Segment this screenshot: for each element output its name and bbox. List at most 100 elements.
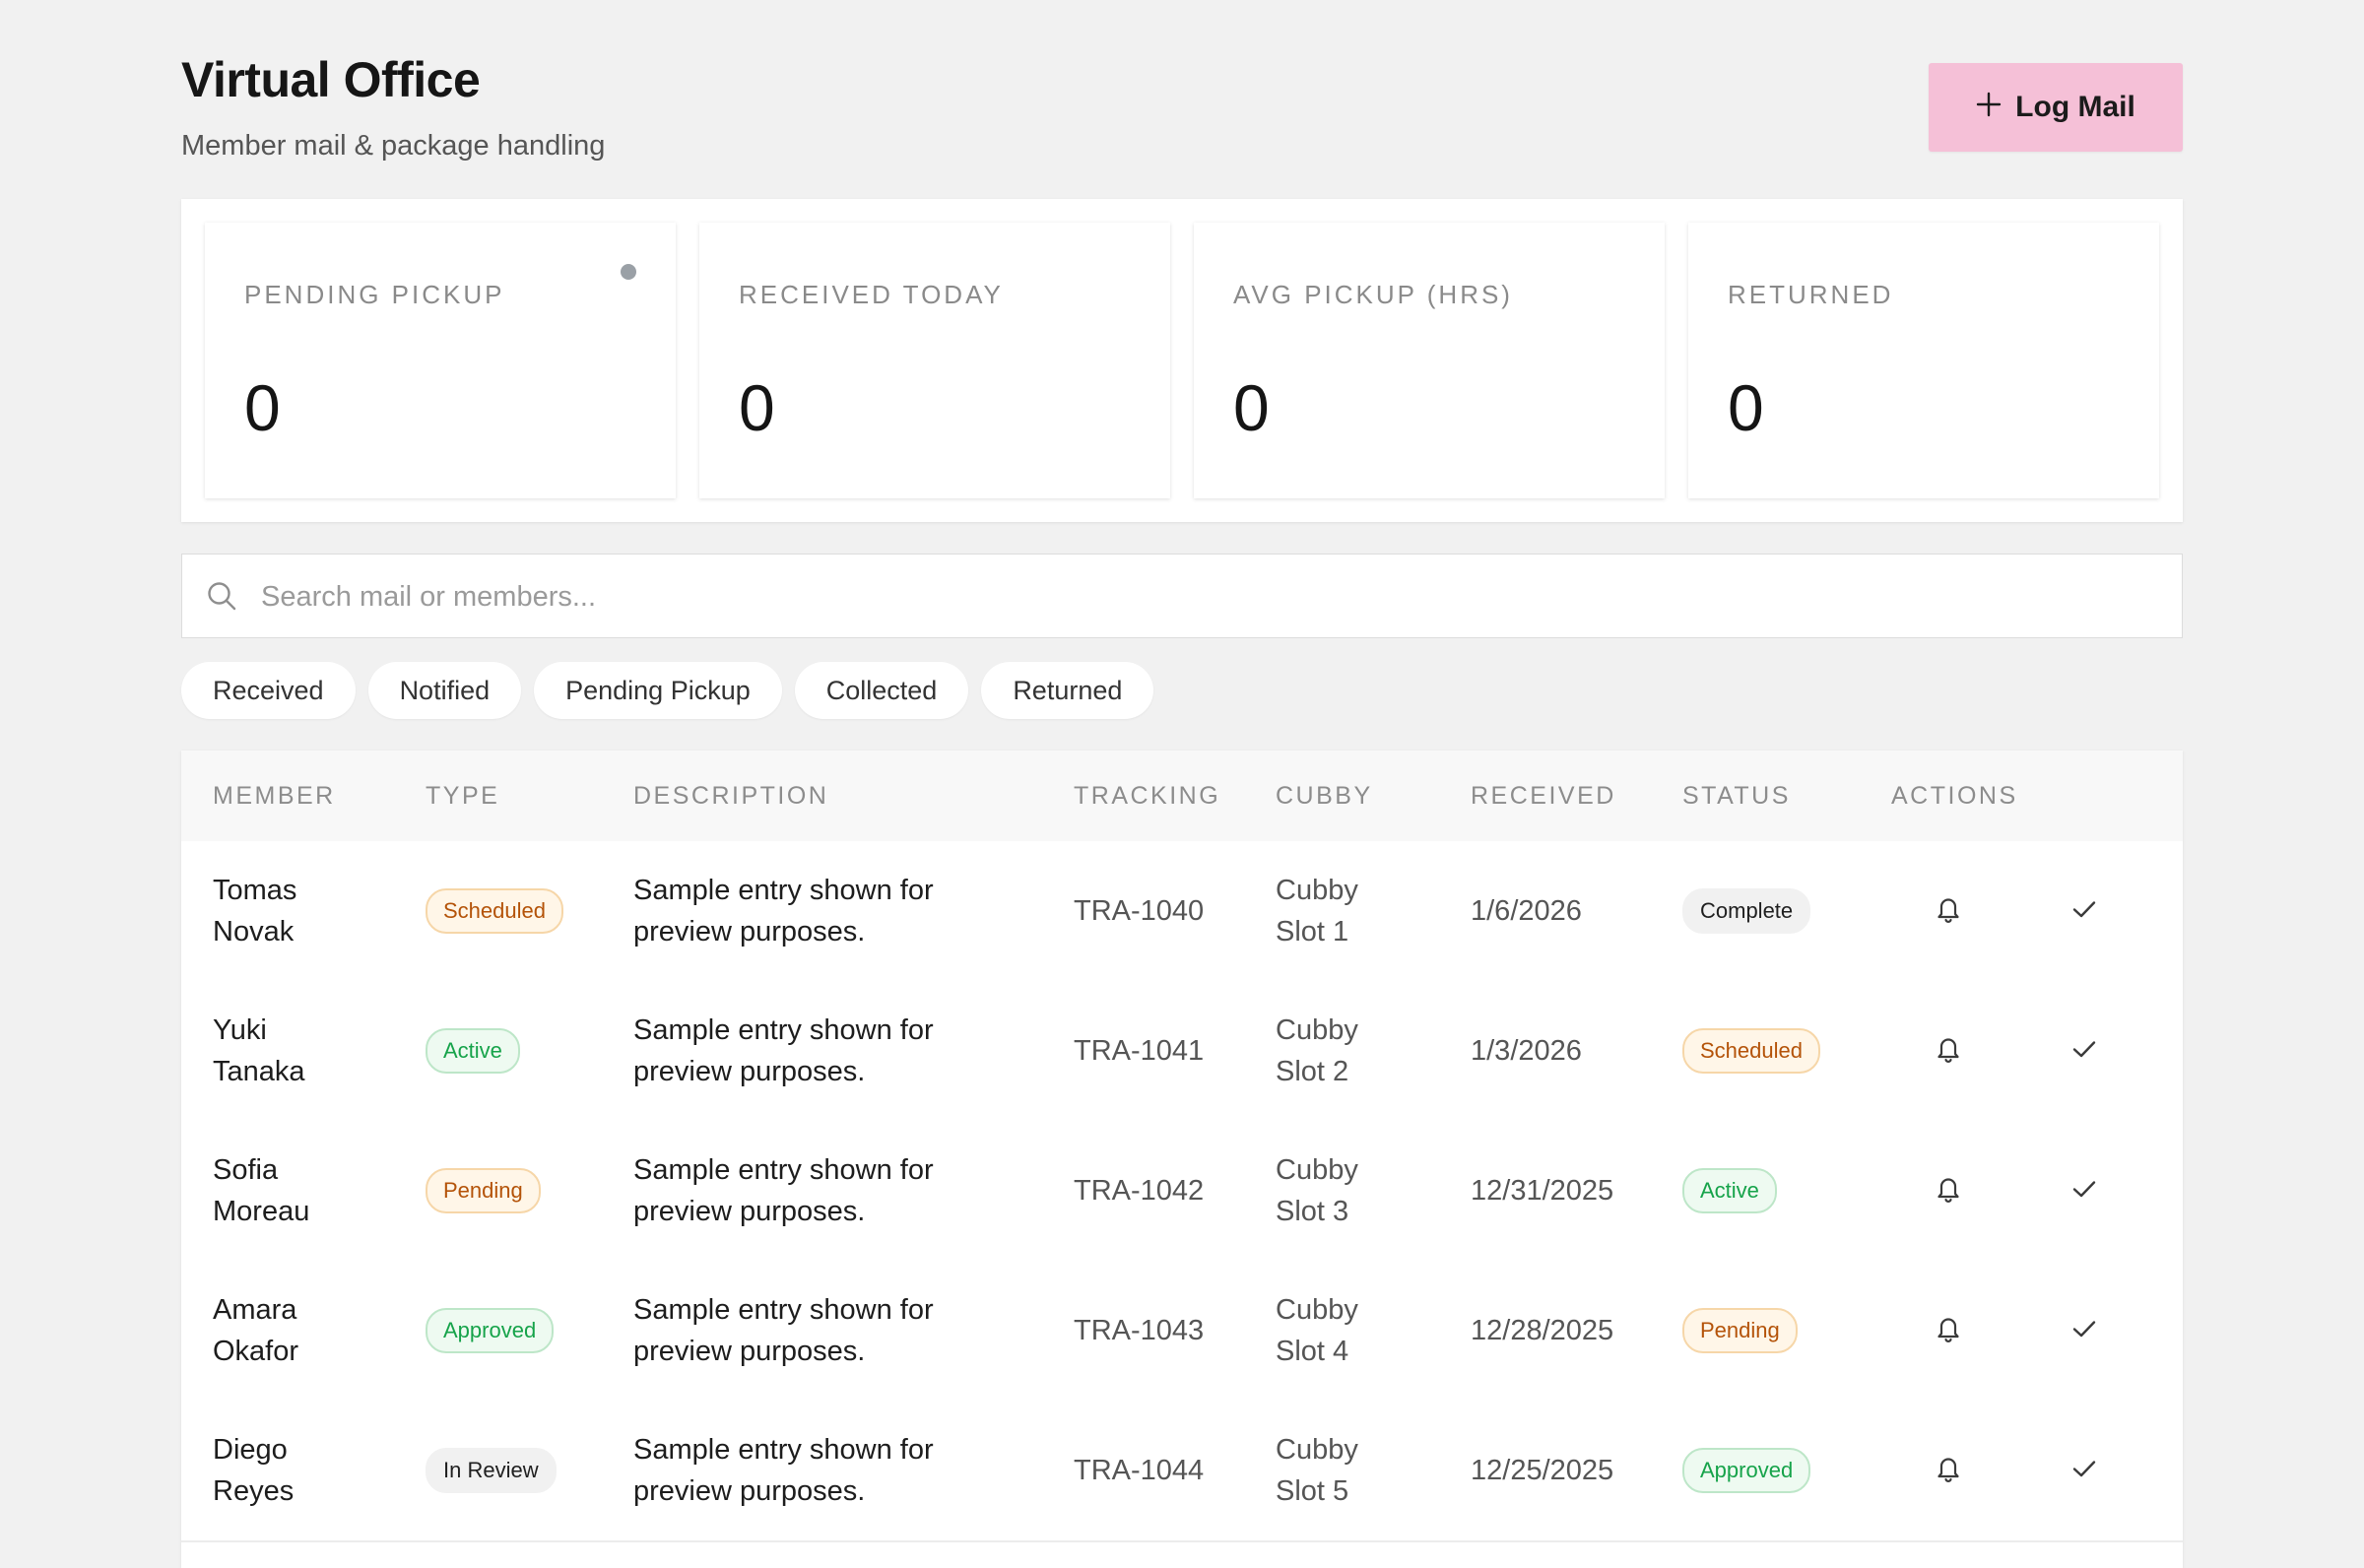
member-last-name: Reyes [213, 1475, 295, 1507]
column-header-received[interactable]: RECEIVED [1471, 782, 1616, 810]
status-cell: Active [1682, 1121, 1879, 1261]
stat-card-returned: RETURNED 0 [1688, 223, 2159, 498]
page-header: Virtual Office Member mail & package han… [181, 0, 2183, 197]
column-header-status[interactable]: STATUS [1682, 782, 1791, 810]
filter-chip-pending-pickup[interactable]: Pending Pickup [534, 662, 782, 719]
type-badge: Scheduled [426, 888, 563, 934]
cubby-cell: Cubby Slot 5 [1276, 1401, 1453, 1540]
bell-icon [1935, 894, 1962, 929]
bell-icon [1935, 1034, 1962, 1069]
notify-bell-button[interactable] [1925, 1167, 1972, 1214]
stat-value: 0 [1728, 371, 1764, 444]
mark-collected-button[interactable] [2061, 1167, 2108, 1214]
search-input[interactable] [259, 555, 2154, 639]
status-badge: Approved [1682, 1448, 1811, 1493]
filter-chip-returned[interactable]: Returned [981, 662, 1154, 719]
cubby-cell: Cubby Slot 4 [1276, 1261, 1453, 1401]
table-row[interactable]: Amara Okafor Approved Sample entry shown fo… [181, 1261, 2183, 1403]
tracking-cell: TRA-1042 [1074, 1175, 1205, 1207]
member-first-name: Diego [213, 1434, 288, 1466]
notify-bell-button[interactable] [1925, 1027, 1972, 1075]
column-header-tracking[interactable]: TRACKING [1074, 782, 1221, 810]
search-bar [181, 554, 2183, 639]
stat-label: RETURNED [1728, 280, 1894, 309]
table-row[interactable]: Tomas Novak Scheduled Sample entry shown fo… [181, 841, 2183, 983]
column-header-cubby[interactable]: CUBBY [1276, 782, 1373, 810]
received-date-cell: 12/28/2025 [1471, 1315, 1614, 1346]
column-header-type[interactable]: TYPE [426, 782, 500, 810]
mark-collected-button[interactable] [2061, 1447, 2108, 1494]
type-badge: Active [426, 1028, 520, 1074]
status-badge: Scheduled [1682, 1028, 1820, 1074]
member-first-name: Amara [213, 1294, 297, 1326]
search-icon [206, 580, 237, 612]
stat-label: AVG PICKUP (HRS) [1233, 280, 1513, 309]
check-icon [2070, 1455, 2098, 1487]
status-cell: Scheduled [1682, 981, 1879, 1121]
filter-chip-notified[interactable]: Notified [367, 662, 522, 719]
table-row[interactable]: Yuki Tanaka Active Sample entry shown for pr… [181, 981, 2183, 1123]
column-header-actions: ACTIONS [1891, 782, 2018, 810]
type-badge: Pending [426, 1168, 541, 1213]
cubby-cell: Cubby Slot 1 [1276, 841, 1453, 981]
member-last-name: Moreau [213, 1196, 310, 1227]
status-badge: Active [1682, 1168, 1777, 1213]
received-date-cell: 12/25/2025 [1471, 1455, 1614, 1486]
cubby-line: Slot 4 [1276, 1336, 1349, 1367]
cubby-cell: Cubby Slot 3 [1276, 1121, 1453, 1261]
description-line: Sample entry shown for [633, 1294, 934, 1326]
description-cell: Sample entry shown for preview purposes. [633, 981, 1057, 1121]
stat-card-avg-pickup: AVG PICKUP (HRS) 0 [1194, 223, 1665, 498]
type-badge: Approved [426, 1308, 555, 1353]
filter-chip-received[interactable]: Received [181, 662, 356, 719]
description-line: Sample entry shown for [633, 875, 934, 906]
notify-bell-button[interactable] [1925, 1307, 1972, 1354]
column-header-member[interactable]: MEMBER [213, 782, 336, 810]
status-cell: Complete [1682, 841, 1879, 981]
filter-chips: Received Notified Pending Pickup Collect… [181, 662, 1154, 719]
stat-value: 0 [1233, 371, 1270, 444]
description-line: preview purposes. [633, 1056, 866, 1087]
description-cell: Sample entry shown for preview purposes. [633, 1261, 1057, 1401]
table-row[interactable]: Diego Reyes In Review Sample entry shown fo… [181, 1401, 2183, 1542]
received-date-cell: 1/6/2026 [1471, 895, 1582, 927]
cubby-cell: Cubby Slot 2 [1276, 981, 1453, 1121]
table-row[interactable]: Sofia Moreau Pending Sample entry shown for… [181, 1121, 2183, 1263]
mark-collected-button[interactable] [2061, 1307, 2108, 1354]
bell-icon [1935, 1454, 1962, 1488]
member-cell: Amara Okafor [213, 1261, 410, 1401]
check-icon [2070, 1175, 2098, 1208]
plus-icon [1976, 87, 2002, 124]
mark-collected-button[interactable] [2061, 887, 2108, 935]
description-line: Sample entry shown for [633, 1014, 934, 1046]
member-last-name: Tanaka [213, 1056, 305, 1087]
description-line: preview purposes. [633, 916, 866, 947]
notify-bell-button[interactable] [1925, 887, 1972, 935]
column-header-description[interactable]: DESCRIPTION [633, 782, 829, 810]
description-line: preview purposes. [633, 1475, 866, 1507]
status-dot-icon [621, 264, 636, 280]
received-date-cell: 1/3/2026 [1471, 1035, 1582, 1067]
type-cell: Scheduled [426, 841, 623, 981]
bell-icon [1935, 1314, 1962, 1348]
stat-value: 0 [244, 371, 281, 444]
cubby-line: Cubby [1276, 1014, 1358, 1046]
type-badge: In Review [426, 1448, 557, 1493]
stat-label: PENDING PICKUP [244, 280, 505, 309]
tracking-cell: TRA-1044 [1074, 1455, 1205, 1486]
description-line: Sample entry shown for [633, 1154, 934, 1186]
notify-bell-button[interactable] [1925, 1447, 1972, 1494]
status-cell: Approved [1682, 1401, 1879, 1540]
stat-label: RECEIVED TODAY [739, 280, 1004, 309]
member-last-name: Novak [213, 916, 295, 947]
cubby-line: Slot 1 [1276, 916, 1349, 947]
description-line: Sample entry shown for [633, 1434, 934, 1466]
mark-collected-button[interactable] [2061, 1027, 2108, 1075]
type-cell: Pending [426, 1121, 623, 1261]
log-mail-button[interactable]: Log Mail [1929, 63, 2183, 152]
stats-panel: PENDING PICKUP 0 RECEIVED TODAY 0 AVG PI… [181, 199, 2183, 522]
page-title: Virtual Office [181, 52, 481, 107]
type-cell: In Review [426, 1401, 623, 1540]
log-mail-label: Log Mail [2015, 91, 2135, 123]
filter-chip-collected[interactable]: Collected [794, 662, 969, 719]
